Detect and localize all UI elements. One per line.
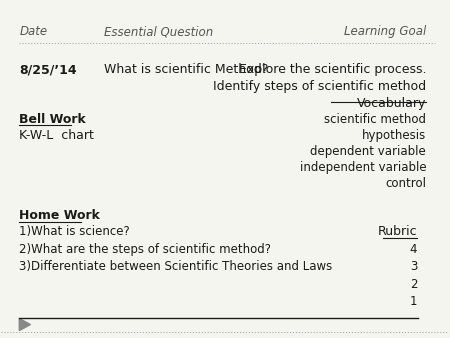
Text: 2: 2 [410,277,417,291]
Text: Rubric: Rubric [378,225,417,238]
Text: Learning Goal: Learning Goal [344,25,426,38]
Text: Identify steps of scientific method: Identify steps of scientific method [213,80,426,93]
Text: Vocabulary: Vocabulary [357,97,426,110]
Text: 1: 1 [410,295,417,308]
Text: Explore the scientific process.: Explore the scientific process. [239,64,426,76]
Text: 3)Differentiate between Scientific Theories and Laws: 3)Differentiate between Scientific Theor… [19,260,333,273]
Text: What is scientific Method?: What is scientific Method? [104,64,269,76]
Text: scientific method: scientific method [324,113,426,126]
Text: 4: 4 [410,243,417,256]
Text: hypothesis: hypothesis [362,129,426,142]
Text: K-W-L  chart: K-W-L chart [19,129,94,142]
Text: 3: 3 [410,260,417,273]
Text: independent variable: independent variable [300,161,426,174]
Text: 2)What are the steps of scientific method?: 2)What are the steps of scientific metho… [19,243,271,256]
Text: Date: Date [19,25,47,38]
Text: Home Work: Home Work [19,209,100,222]
Text: Essential Question: Essential Question [104,25,213,38]
Text: 1)What is science?: 1)What is science? [19,225,130,238]
Polygon shape [19,318,31,331]
Text: dependent variable: dependent variable [310,145,426,158]
Text: 8/25/’14: 8/25/’14 [19,64,77,76]
Text: Bell Work: Bell Work [19,113,86,126]
Text: control: control [385,177,426,190]
